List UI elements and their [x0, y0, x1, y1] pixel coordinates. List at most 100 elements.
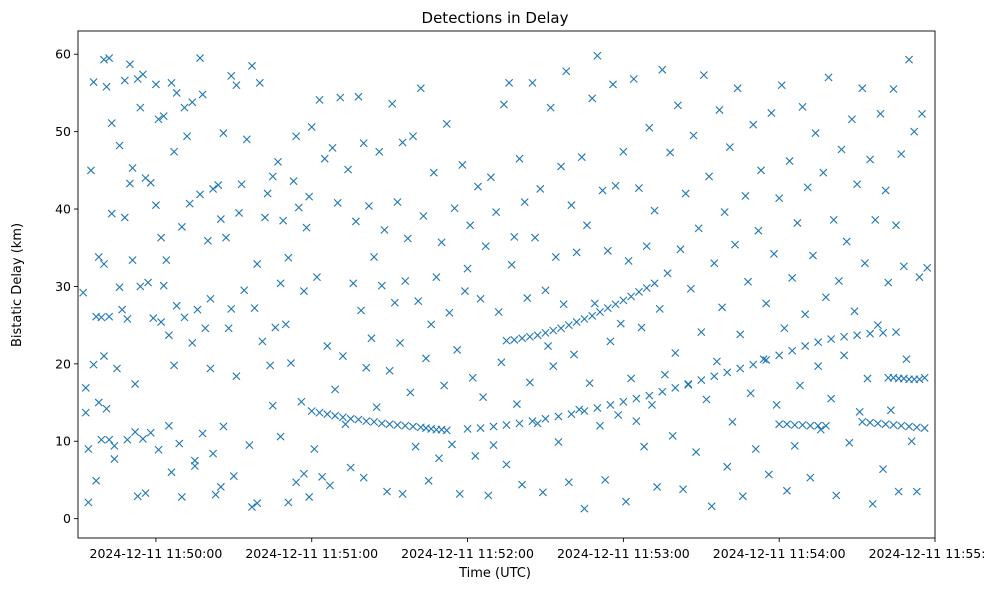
- data-point: [370, 417, 379, 426]
- data-point: [918, 109, 927, 118]
- data-point: [385, 366, 394, 375]
- data-point: [684, 380, 693, 389]
- data-point: [338, 413, 347, 422]
- data-point: [915, 375, 924, 384]
- data-point: [359, 473, 368, 482]
- data-point: [201, 324, 210, 333]
- data-point: [650, 206, 659, 215]
- data-point: [614, 410, 623, 419]
- data-point: [294, 203, 303, 212]
- data-point: [647, 400, 656, 409]
- data-point: [801, 342, 810, 351]
- data-point: [564, 478, 573, 487]
- data-point: [162, 256, 171, 265]
- data-point: [692, 448, 701, 457]
- data-point: [209, 449, 218, 458]
- data-point: [227, 304, 236, 313]
- data-point: [279, 216, 288, 225]
- data-point: [442, 119, 451, 128]
- data-point: [788, 273, 797, 282]
- data-point: [377, 419, 386, 428]
- data-point: [507, 260, 516, 269]
- data-point: [172, 88, 181, 97]
- data-point: [255, 78, 264, 87]
- data-point: [764, 470, 773, 479]
- data-point: [136, 103, 145, 112]
- data-point: [206, 294, 215, 303]
- data-point: [411, 442, 420, 451]
- data-point: [151, 80, 160, 89]
- data-point: [292, 478, 301, 487]
- data-point: [333, 198, 342, 207]
- data-point: [328, 143, 337, 152]
- data-point: [762, 355, 771, 364]
- data-point: [686, 284, 695, 293]
- data-point: [240, 286, 249, 295]
- data-point: [855, 407, 864, 416]
- data-point: [398, 138, 407, 147]
- data-point: [193, 305, 202, 314]
- data-point: [401, 421, 410, 430]
- data-point: [923, 263, 932, 272]
- data-point: [468, 373, 477, 382]
- y-tick-label: 50: [55, 124, 71, 139]
- data-point: [229, 472, 238, 481]
- data-point: [829, 215, 838, 224]
- data-point: [476, 294, 485, 303]
- data-point: [107, 209, 116, 218]
- data-point: [323, 410, 332, 419]
- data-point: [551, 253, 560, 262]
- data-point: [725, 143, 734, 152]
- data-point: [611, 181, 620, 190]
- data-point: [873, 419, 882, 428]
- plot-frame: [77, 30, 936, 539]
- data-point: [447, 440, 456, 449]
- data-point: [544, 342, 553, 351]
- data-point: [705, 172, 714, 181]
- data-markers: [79, 51, 932, 513]
- data-point: [120, 76, 129, 85]
- data-point: [331, 385, 340, 394]
- data-point: [203, 236, 212, 245]
- data-point: [167, 78, 176, 87]
- data-point: [689, 131, 698, 140]
- data-point: [583, 221, 591, 230]
- data-point: [292, 132, 301, 141]
- data-point: [429, 168, 438, 177]
- data-point: [821, 293, 830, 302]
- data-point: [533, 419, 542, 428]
- data-point: [596, 421, 604, 430]
- data-point: [866, 155, 875, 164]
- data-point: [105, 435, 114, 444]
- data-point: [141, 489, 150, 498]
- data-point: [673, 101, 682, 110]
- data-point: [889, 85, 898, 94]
- data-point: [814, 338, 823, 347]
- data-point: [258, 337, 267, 346]
- data-point: [655, 304, 664, 313]
- data-point: [375, 147, 384, 156]
- data-point: [390, 298, 399, 307]
- data-point: [767, 109, 776, 118]
- data-point: [364, 201, 373, 210]
- data-point: [344, 165, 353, 174]
- data-point: [123, 435, 132, 444]
- data-point: [801, 310, 810, 319]
- data-point: [912, 423, 921, 432]
- data-point: [383, 487, 392, 496]
- data-point: [632, 417, 641, 426]
- data-point: [198, 90, 207, 99]
- x-axis-label: Time (UTC): [458, 566, 531, 581]
- data-point: [489, 441, 498, 450]
- data-point: [798, 102, 807, 111]
- data-point: [819, 168, 828, 177]
- data-point: [338, 352, 347, 361]
- data-point: [580, 314, 589, 323]
- data-point: [676, 245, 685, 254]
- data-point: [518, 480, 527, 489]
- data-point: [424, 476, 433, 485]
- data-point: [302, 223, 311, 232]
- data-point: [710, 372, 719, 381]
- data-point: [214, 181, 223, 190]
- data-point: [824, 73, 833, 82]
